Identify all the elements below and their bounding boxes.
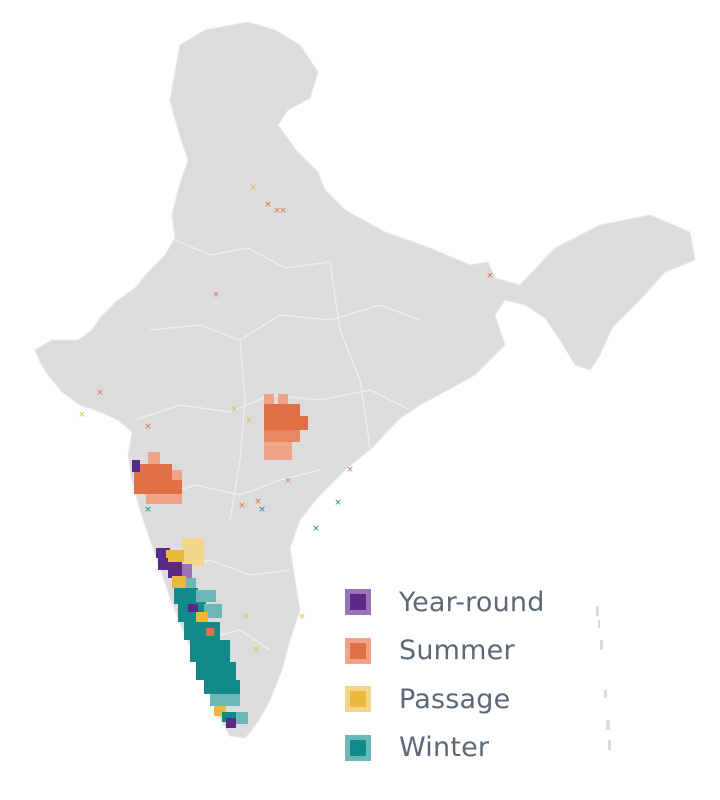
svg-text:×: ×	[242, 612, 250, 622]
summer-swatch	[345, 637, 371, 664]
southwest-coast-ranges	[156, 538, 248, 728]
legend-item-year-round: Year-round	[345, 578, 605, 627]
legend-label: Winter	[399, 732, 490, 764]
svg-text:×: ×	[144, 422, 152, 432]
svg-text:×: ×	[346, 465, 354, 475]
svg-text:×: ×	[245, 416, 253, 426]
svg-text:×: ×	[78, 410, 86, 420]
winter-swatch	[345, 734, 371, 761]
map-legend: Year-round Summer Passage Winter	[345, 578, 605, 772]
svg-text:×: ×	[96, 388, 104, 398]
svg-text:×: ×	[312, 524, 320, 534]
svg-text:×: ×	[249, 183, 257, 193]
svg-text:×: ×	[284, 476, 292, 486]
svg-text:×: ×	[334, 498, 342, 508]
svg-text:×: ×	[486, 271, 494, 281]
svg-text:×: ×	[230, 405, 238, 415]
legend-label: Year-round	[399, 586, 545, 618]
legend-label: Passage	[399, 683, 511, 715]
svg-text:×: ×	[254, 497, 262, 507]
year-round-swatch	[345, 589, 371, 616]
svg-text:×: ×	[144, 505, 152, 515]
year-round-west	[132, 460, 140, 472]
sighting-marks: × × × × × × × × × × × × × × × × × × × × …	[78, 183, 494, 655]
svg-text:×: ×	[258, 505, 266, 515]
legend-item-winter: Winter	[345, 724, 605, 773]
summer-range-central	[264, 394, 308, 460]
passage-swatch	[345, 686, 371, 713]
svg-text:×: ×	[279, 206, 287, 216]
svg-text:×: ×	[298, 612, 306, 622]
legend-item-summer: Summer	[345, 627, 605, 676]
summer-range-west	[134, 452, 182, 504]
legend-label: Summer	[399, 635, 515, 667]
andaman-islands	[596, 606, 611, 750]
svg-text:×: ×	[252, 645, 260, 655]
svg-text:×: ×	[264, 200, 272, 210]
legend-item-passage: Passage	[345, 675, 605, 724]
svg-text:×: ×	[238, 501, 246, 511]
svg-text:×: ×	[273, 206, 281, 216]
svg-text:×: ×	[212, 290, 220, 300]
